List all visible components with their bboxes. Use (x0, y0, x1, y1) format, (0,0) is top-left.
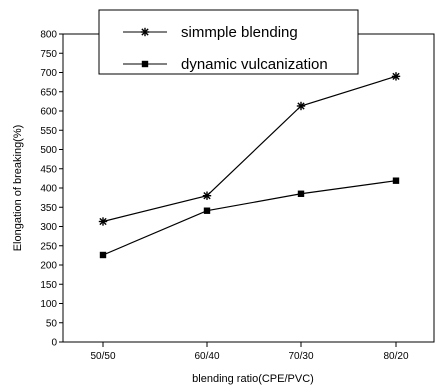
y-tick-label: 300 (40, 222, 57, 233)
x-axis-title: blending ratio(CPE/PVC) (192, 373, 314, 385)
y-tick-label: 250 (40, 241, 57, 252)
series-layer (98, 72, 401, 259)
y-tick-label: 600 (40, 107, 57, 118)
data-point-square (297, 190, 305, 197)
legend-square-icon (141, 60, 149, 68)
y-tick-label: 550 (40, 126, 57, 137)
x-tick-label: 70/30 (288, 351, 313, 362)
y-tick-label: 800 (40, 30, 57, 41)
data-point-star (98, 217, 108, 226)
data-point-square (203, 207, 211, 214)
y-axis: 0 50 100 150 200 250 300 350 400 450 500 550 600 650 7… (40, 30, 63, 349)
y-tick-label: 200 (40, 261, 57, 272)
y-tick-label: 150 (40, 280, 57, 291)
y-tick-label: 450 (40, 164, 57, 175)
legend-star-marker (140, 27, 150, 37)
legend-label-dynamic-vulcanization: dynamic vulcanization (181, 56, 328, 73)
y-tick-label: 750 (40, 49, 57, 60)
y-tick-label: 100 (40, 299, 57, 310)
legend-label-simmple-blending: simmple blending (181, 24, 298, 41)
x-tick-label: 60/40 (194, 351, 219, 362)
y-tick-label: 650 (40, 87, 57, 98)
data-point-square (99, 251, 107, 259)
series-line (102, 180, 397, 256)
data-point-star (391, 72, 401, 81)
data-point-square (392, 177, 400, 184)
legend-item-simmple-blending: simmple blending (123, 24, 298, 41)
data-point-star (296, 101, 306, 111)
x-tick-label: 80/20 (383, 351, 408, 362)
series-dynamic-vulcanization (99, 177, 400, 259)
series-simmple-blending (98, 72, 401, 226)
legend-star-icon (140, 27, 150, 37)
y-tick-label: 700 (40, 68, 57, 79)
legend-item-dynamic-vulcanization: dynamic vulcanization (123, 56, 328, 73)
series-line (102, 75, 397, 223)
x-tick-label: 50/50 (90, 351, 115, 362)
legend-square-marker (141, 60, 149, 68)
y-axis-title: Elongation of breaking(%) (12, 125, 24, 252)
y-tick-label: 0 (51, 338, 57, 349)
legend: simmple blending dynamic vulcanization (98, 9, 359, 75)
y-tick-label: 50 (46, 318, 58, 329)
x-axis: 50/50 60/40 70/30 80/20 (90, 342, 409, 362)
data-point-star (202, 191, 212, 200)
plot-area-frame (62, 33, 435, 343)
y-tick-label: 350 (40, 203, 57, 214)
y-tick-label: 400 (40, 184, 57, 195)
y-tick-label: 500 (40, 145, 57, 156)
